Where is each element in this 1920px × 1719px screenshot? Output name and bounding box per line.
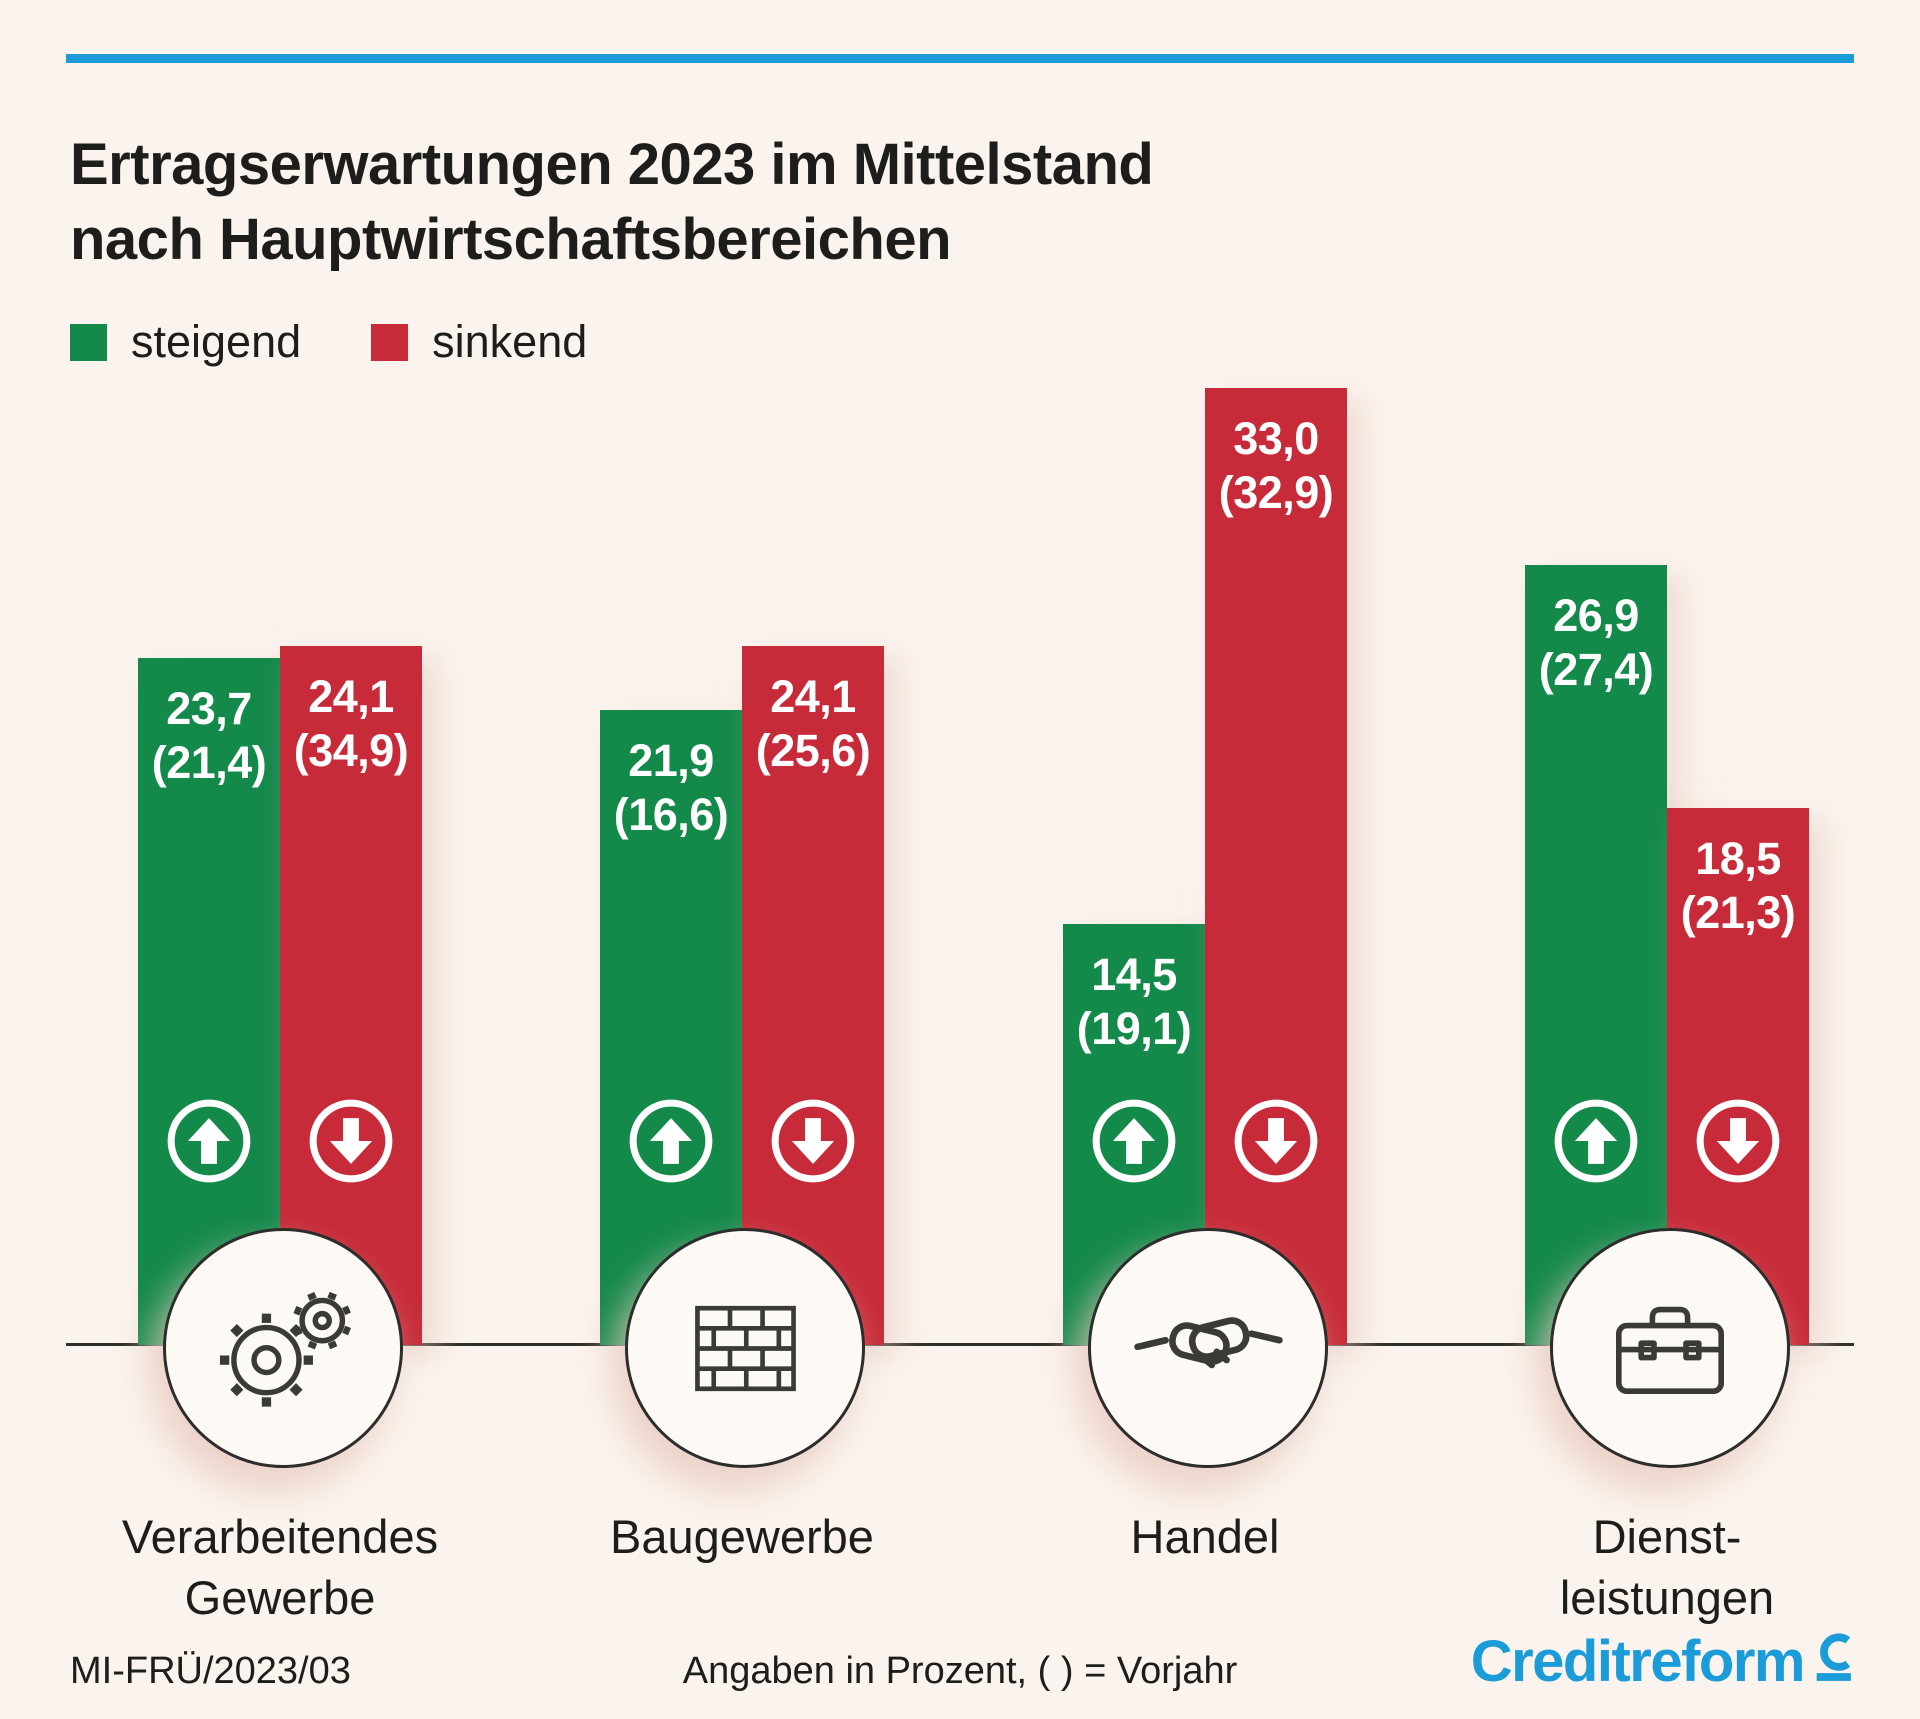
down-arrow-icon (1234, 1099, 1318, 1183)
bar-value: 18,5 (1695, 833, 1781, 884)
creditreform-logo-text: Creditreform (1470, 1629, 1806, 1694)
briefcase-icon (1616, 1306, 1724, 1394)
bar-group-handel: 14,5 (19,1) 33,0 (32,9) (1063, 388, 1347, 1345)
bar-previous-value: (19,1) (1076, 1003, 1192, 1054)
bar-value-label: 18,5 (21,3) (1667, 832, 1809, 940)
bar-previous-value: (25,6) (755, 725, 871, 776)
sector-circle-baugewerbe (625, 1228, 865, 1468)
handshake-icon (1133, 1316, 1283, 1368)
page-title: Ertragserwartungen 2023 im Mittelstand n… (70, 127, 1154, 278)
bar-value-label: 33,0 (32,9) (1205, 412, 1347, 520)
legend-swatch-red-icon (371, 323, 409, 361)
down-arrow-icon (771, 1099, 855, 1183)
legend-label-steigend: steigend (131, 316, 302, 367)
up-arrow-icon (167, 1099, 251, 1183)
bar-previous-value: (32,9) (1218, 467, 1334, 518)
bar-previous-value: (21,3) (1680, 887, 1796, 938)
bar-value: 24,1 (770, 671, 856, 722)
legend-item-steigend: steigend (70, 316, 301, 368)
chart-baseline (66, 1343, 1854, 1346)
bar-value: 26,9 (1553, 590, 1639, 641)
bar-steigend: 26,9 (27,4) (1525, 565, 1667, 1345)
category-label-baugewerbe: Baugewerbe (610, 1510, 874, 1563)
chart-legend: steigend sinkend (70, 316, 587, 368)
legend-label-sinkend: sinkend (432, 316, 588, 367)
bar-value: 24,1 (308, 671, 394, 722)
bar-value-label: 14,5 (19,1) (1063, 948, 1205, 1056)
page-title-line1: Ertragserwartungen 2023 im Mittelstand (70, 131, 1154, 197)
legend-swatch-green-icon (70, 323, 107, 361)
bricks-icon (694, 1305, 796, 1391)
bar-value-label: 24,1 (34,9) (280, 670, 422, 778)
creditreform-logo: Creditreform (1471, 1628, 1854, 1695)
category-label-handel: Handel (1130, 1510, 1280, 1563)
top-accent-rule (66, 54, 1854, 63)
bar-value: 14,5 (1091, 949, 1177, 1000)
up-arrow-icon (1554, 1099, 1638, 1183)
bar-value: 21,9 (628, 735, 714, 786)
bar-group-dienstleistungen: 26,9 (27,4) 18,5 (21,3) (1525, 565, 1809, 1345)
bar-sinkend: 24,1 (25,6) (742, 646, 884, 1345)
sector-circle-dienstleistungen (1550, 1228, 1790, 1468)
bar-group-baugewerbe: 21,9 (16,6) 24,1 (25,6) (600, 646, 884, 1345)
bar-group-verarbeitendes-gewerbe: 23,7 (21,4) 24,1 (34,9) (138, 646, 422, 1345)
bar-previous-value: (16,6) (613, 789, 729, 840)
bar-value-label: 23,7 (21,4) (138, 682, 280, 790)
bar-value-label: 24,1 (25,6) (742, 670, 884, 778)
up-arrow-icon (1092, 1099, 1176, 1183)
footnote: Angaben in Prozent, ( ) = Vorjahr (682, 1650, 1238, 1692)
bar-sinkend: 33,0 (32,9) (1205, 388, 1347, 1345)
sector-circle-verarbeitendes-gewerbe (163, 1228, 403, 1468)
bar-value-label: 21,9 (16,6) (600, 734, 742, 842)
legend-item-sinkend: sinkend (371, 316, 587, 368)
up-arrow-icon (629, 1099, 713, 1183)
down-arrow-icon (309, 1099, 393, 1183)
category-label-dienstleistungen: Dienst- leistungen (1559, 1510, 1775, 1625)
bar-value-label: 26,9 (27,4) (1525, 589, 1667, 697)
bar-sinkend: 24,1 (34,9) (280, 646, 422, 1345)
bar-steigend: 21,9 (16,6) (600, 710, 742, 1345)
category-label-verarbeitendes-gewerbe: Verarbeitendes Gewerbe (121, 1510, 439, 1625)
source-reference: MI-FRÜ/2023/03 (70, 1650, 351, 1692)
page-title-line2: nach Hauptwirtschaftsbereichen (70, 207, 952, 273)
bar-previous-value: (34,9) (293, 725, 409, 776)
creditreform-logo-mark-icon (1816, 1633, 1851, 1681)
bar-previous-value: (27,4) (1538, 644, 1654, 695)
bar-value: 33,0 (1233, 413, 1319, 464)
bar-previous-value: (21,4) (151, 737, 267, 788)
gears-icon (219, 1291, 351, 1407)
down-arrow-icon (1696, 1099, 1780, 1183)
bar-value: 23,7 (166, 683, 252, 734)
sector-circle-handel (1088, 1228, 1328, 1468)
